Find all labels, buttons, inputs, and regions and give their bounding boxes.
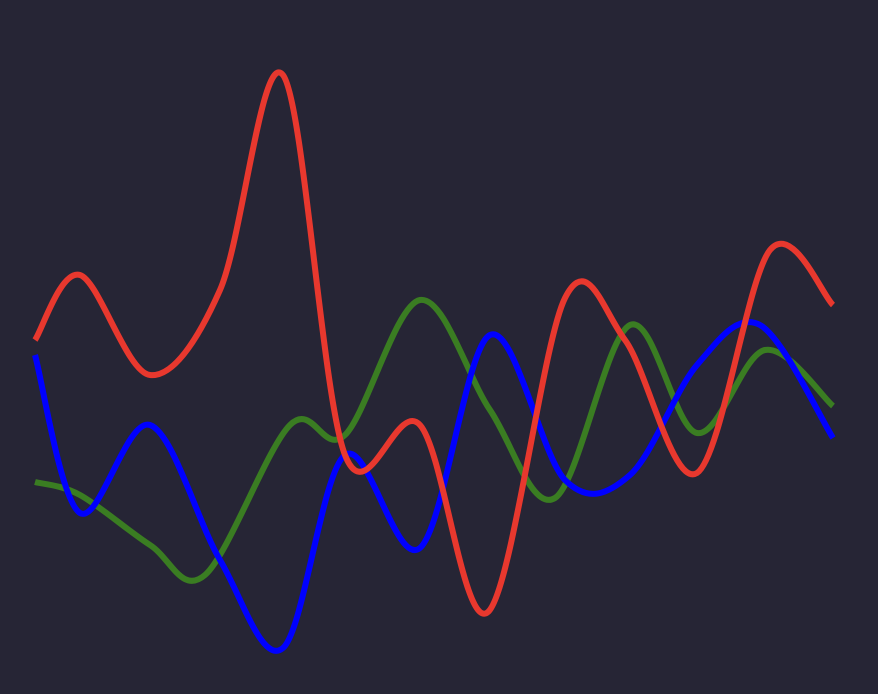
line-series <box>32 319 836 654</box>
line-series <box>32 69 836 617</box>
line-series <box>34 297 836 584</box>
